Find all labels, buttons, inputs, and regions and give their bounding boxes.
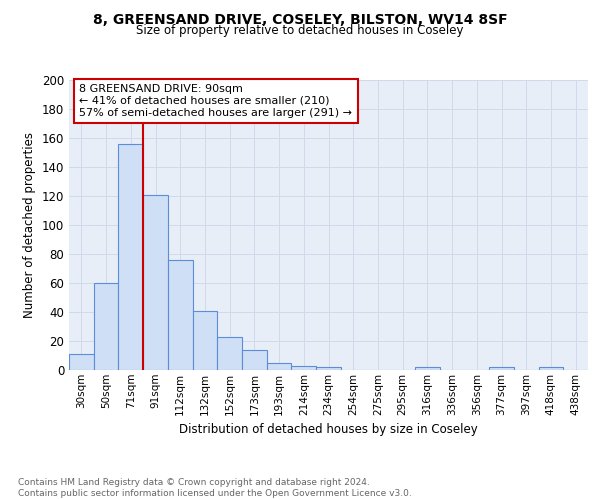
Bar [118, 144, 143, 370]
Bar [316, 367, 341, 370]
Bar [292, 366, 316, 370]
Bar [69, 354, 94, 370]
Text: 8 GREENSAND DRIVE: 90sqm
← 41% of detached houses are smaller (210)
57% of semi-: 8 GREENSAND DRIVE: 90sqm ← 41% of detach… [79, 84, 352, 117]
Bar [267, 363, 292, 370]
Text: 8, GREENSAND DRIVE, COSELEY, BILSTON, WV14 8SF: 8, GREENSAND DRIVE, COSELEY, BILSTON, WV… [92, 12, 508, 26]
Bar [539, 367, 563, 370]
Text: Contains HM Land Registry data © Crown copyright and database right 2024.
Contai: Contains HM Land Registry data © Crown c… [18, 478, 412, 498]
Y-axis label: Number of detached properties: Number of detached properties [23, 132, 36, 318]
Text: Size of property relative to detached houses in Coseley: Size of property relative to detached ho… [136, 24, 464, 37]
Bar [168, 260, 193, 370]
Bar [217, 336, 242, 370]
Bar [143, 194, 168, 370]
Bar [94, 283, 118, 370]
Bar [415, 367, 440, 370]
X-axis label: Distribution of detached houses by size in Coseley: Distribution of detached houses by size … [179, 423, 478, 436]
Bar [489, 367, 514, 370]
Bar [242, 350, 267, 370]
Bar [193, 310, 217, 370]
